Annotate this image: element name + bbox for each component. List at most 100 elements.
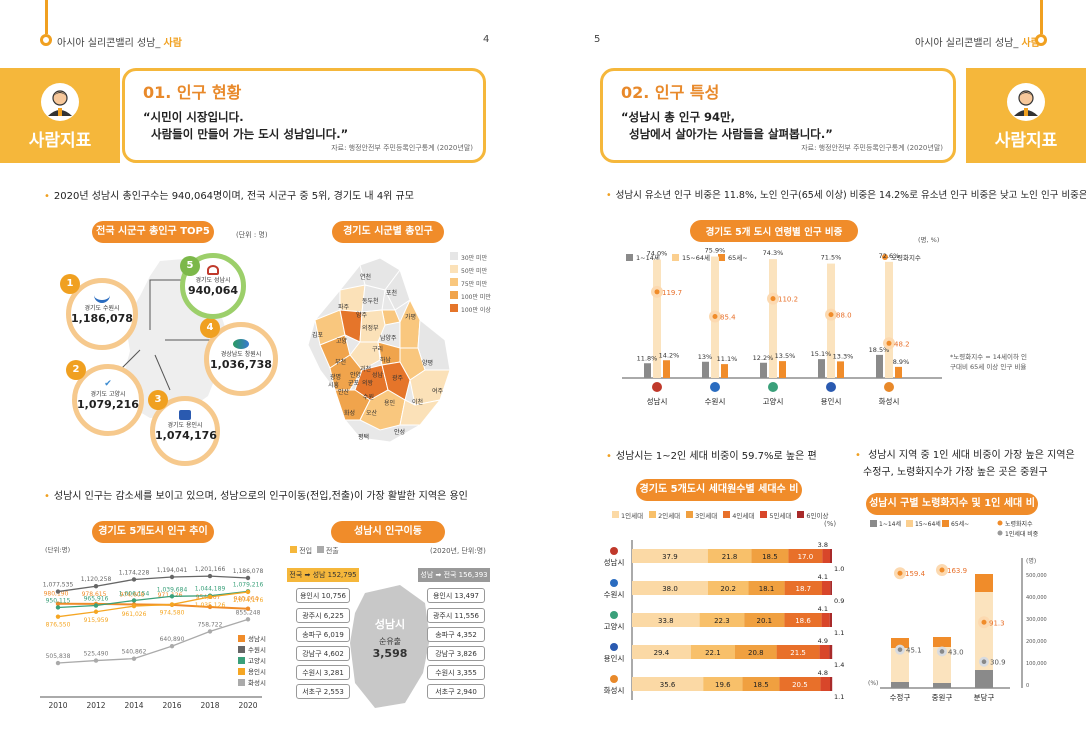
household-bar-label: 38.0 [662, 585, 678, 593]
household-bar-segment [632, 645, 691, 659]
age-category: 용인시 [821, 396, 842, 406]
trend-x-tick: 2012 [86, 701, 105, 710]
left-running-header: 아시아 실리콘밸리 성남_ 사람 [57, 34, 182, 49]
age-bar-elderly [837, 361, 844, 378]
household-legend-item: 4인세대 [723, 511, 754, 520]
migration-in-3: 강남구 4,602 [296, 646, 350, 661]
right-quote: “성남시 총 인구 94만, 성남에서 살아가는 사람들을 살펴봅니다.” [621, 109, 833, 143]
district-index-label: 163.9 [947, 567, 967, 575]
trend-legend-label: 화성시 [248, 678, 266, 687]
district-index-point [981, 619, 987, 625]
household-bar-segment [821, 613, 830, 627]
household-bar-segment [708, 581, 749, 595]
migration-in-2: 송파구 6,019 [296, 627, 350, 642]
map-label-1: 포천 [386, 290, 398, 297]
left-header-ring-icon [40, 34, 52, 46]
right-tab-label: 사람지표 [994, 131, 1058, 151]
trend-label: 876,550 [46, 622, 71, 629]
trend-label: 1,120,258 [81, 576, 112, 583]
age-label-child: 11.8% [637, 354, 658, 362]
district-bar [933, 637, 951, 647]
household-bar-segment [690, 645, 735, 659]
age-legend-swatch-index [882, 254, 888, 260]
top5-value-3: 1,074,176 [155, 429, 217, 442]
top5-name-2: 경기도 고양시 [90, 391, 126, 398]
trend-label: 1,044,189 [195, 586, 226, 593]
migration-out-5: 서초구 2,940 [427, 684, 485, 699]
household-category: 고양시 [604, 622, 625, 631]
household-bar-segment [822, 581, 831, 595]
age-label-elderly: 14.2% [659, 351, 680, 359]
household-legend-label: 6인이상 [806, 512, 829, 520]
household-bar-label: 33.8 [658, 617, 674, 625]
map-label-21: 의왕 [362, 380, 374, 387]
age-legend-swatch [718, 254, 725, 261]
age-label-elderly: 8.9% [893, 358, 910, 366]
map-title: 경기도 시군별 총인구 [332, 221, 444, 243]
map-label-12: 부천 [335, 359, 347, 366]
age-legend-swatch [626, 254, 633, 261]
right-section-tab: 사람지표 [966, 68, 1086, 163]
household-title: 경기도 5개도시 세대원수별 세대수 비중 [636, 479, 802, 517]
district-y-tick: 0 [1026, 683, 1029, 689]
person-icon [1007, 83, 1045, 121]
migration-center-name: 성남시 [374, 618, 406, 631]
top5-circle-5: 경기도 성남시 940,064 [180, 253, 246, 319]
household-bar-segment [735, 645, 777, 659]
trend-x-tick: 2010 [48, 701, 67, 710]
age-label-child: 12.2% [753, 354, 774, 362]
household-legend-item: 1인세대 [612, 511, 643, 520]
household-bar-segment [632, 677, 704, 691]
trend-point [131, 603, 137, 609]
trend-point [207, 573, 213, 579]
household-category: 수원시 [604, 590, 625, 599]
household-bar-segment [830, 549, 832, 563]
trend-label: 961,026 [122, 611, 147, 618]
city-logo-icon [710, 382, 720, 392]
household-bar-label: 22.3 [714, 617, 730, 625]
migration-center: 성남시 순유출 3,598 [345, 616, 435, 660]
trend-title: 경기도 5개도시 인구 추이 [92, 521, 214, 543]
age-label-working: 75.9% [705, 247, 726, 255]
age-category: 화성시 [879, 397, 900, 406]
age-index-label: 88.0 [836, 312, 852, 320]
city-logo-icon [768, 382, 778, 392]
age-index-point [712, 314, 718, 320]
district-legend-label: 1~14세 [879, 520, 901, 528]
trend-point [93, 658, 99, 663]
household-bar-segment [742, 677, 780, 691]
age-bar-child [876, 354, 883, 378]
district-legend-swatch [942, 520, 949, 527]
household-legend-swatch [797, 511, 805, 518]
population-trend-chart: (단위:명) 2010 2012 2014 2016 2018 2020 980,190 978… [40, 545, 266, 710]
map-label-16: 성남 [372, 372, 384, 379]
trend-point [207, 604, 213, 610]
age-index-point [886, 340, 892, 346]
map-legend-2: 75만 미만 [461, 281, 488, 288]
age-label-child: 18.5% [869, 346, 890, 354]
age-title: 경기도 5개 도시 연령별 인구 비중 [706, 226, 843, 238]
district-bar [975, 574, 993, 592]
migration-title: 성남시 인구이동 [331, 521, 445, 543]
trend-label: 978,615 [82, 591, 107, 598]
top5-name-3: 경기도 용인시 [167, 422, 203, 429]
map-legend-1: 50만 미만 [461, 268, 488, 275]
household-label-6: 1.4 [834, 661, 844, 669]
age-legend-label: 15~64세 [682, 253, 710, 262]
household-bar-segment [829, 645, 833, 659]
household-label-6: 1.1 [834, 693, 844, 701]
trend-point [207, 594, 213, 600]
age-legend-label: 65세~ [728, 253, 748, 262]
right-bullet-1: 성남시 유소년 인구 비중은 11.8%, 노인 인구(65세 이상) 비중은 … [606, 187, 1086, 201]
map-legend-0: 30만 미만 [461, 255, 488, 262]
suwon-logo-icon [94, 293, 110, 303]
district-title: 성남시 구별 노령화지수 및 1인 세대 비중 [869, 498, 1035, 531]
trend-label: 980,190 [44, 591, 69, 598]
left-header-text: 아시아 실리콘밸리 성남_ [57, 38, 164, 49]
age-label-working: 72.6% [879, 252, 900, 260]
right-running-header: 아시아 실리콘밸리 성남_ 사람 [915, 34, 1040, 49]
trend-point [93, 609, 99, 614]
trend-legend-swatch [238, 657, 245, 664]
migration-out-2: 송파구 4,352 [427, 627, 485, 642]
trend-label: 1,035,126 [195, 602, 226, 609]
